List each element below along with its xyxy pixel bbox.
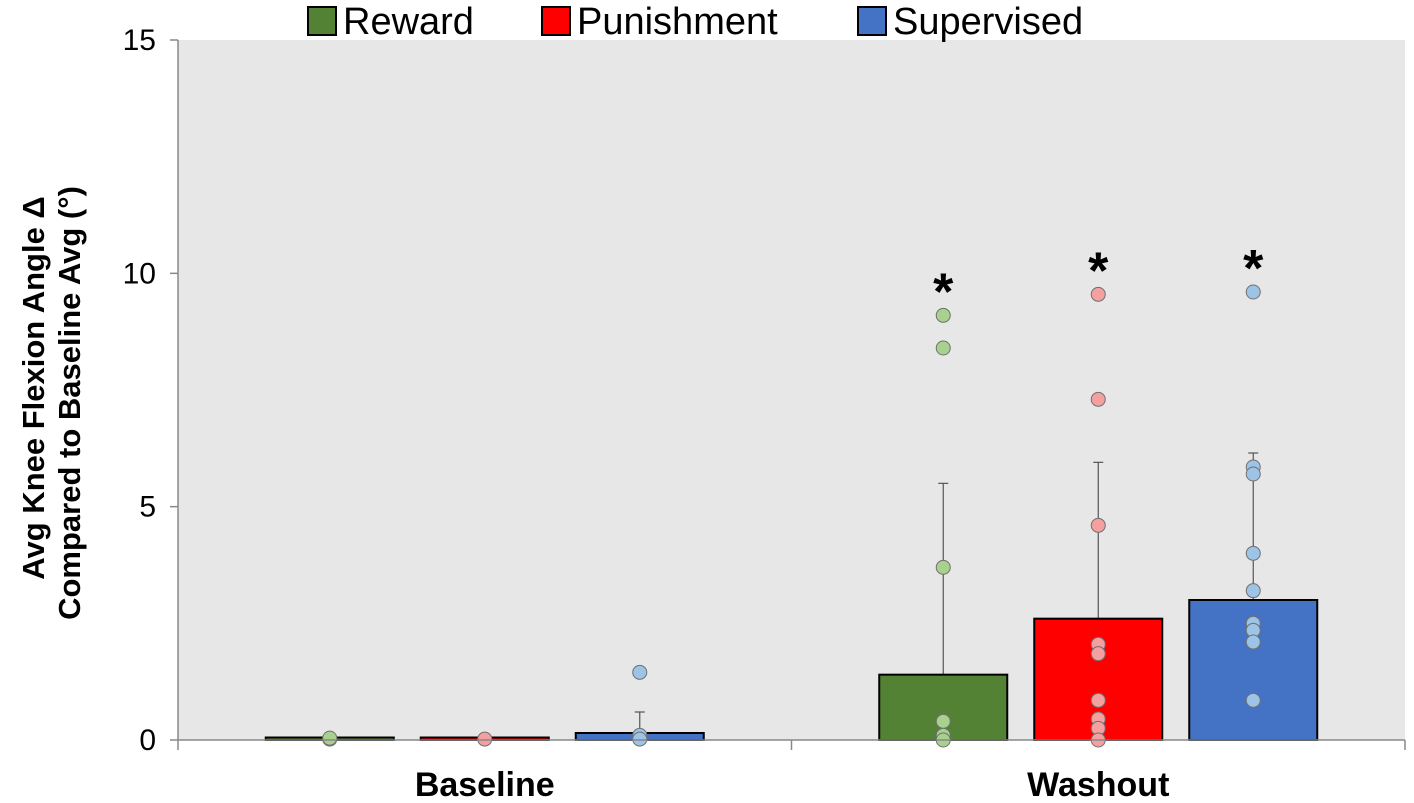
data-point: [632, 664, 648, 680]
legend-swatch: [857, 6, 887, 36]
data-point: [1245, 583, 1261, 599]
y-axis-title-line-2: Compared to Baseline Avg (°): [52, 186, 87, 620]
data-point: [935, 340, 951, 356]
data-point: [1245, 692, 1261, 708]
x-category-label: Baseline: [415, 766, 555, 803]
y-tick-label: 0: [139, 724, 156, 757]
data-point: [477, 731, 493, 747]
data-point: [935, 559, 951, 575]
legend-swatch: [541, 6, 571, 36]
data-point: [1245, 284, 1261, 300]
data-point: [1245, 545, 1261, 561]
legend-swatch: [307, 6, 337, 36]
significance-marker: *: [1243, 240, 1264, 298]
y-tick-label: 15: [123, 24, 156, 57]
data-point: [1245, 466, 1261, 482]
data-point: [322, 730, 338, 746]
data-point: [1245, 634, 1261, 650]
data-point: [1090, 692, 1106, 708]
legend-label: Reward: [343, 1, 474, 43]
legend-label: Punishment: [577, 1, 778, 43]
data-point: [632, 731, 648, 747]
data-point: [935, 307, 951, 323]
y-tick-label: 5: [139, 491, 156, 524]
data-point: [1090, 646, 1106, 662]
legend: Reward Punishment Supervised: [307, 1, 1083, 43]
data-point: [935, 713, 951, 729]
axes-layer: 0 5 10 15 Baseline Washout: [123, 24, 1406, 803]
data-point: [1090, 286, 1106, 302]
y-axis-title-line-1: Avg Knee Flexion Angle Δ: [16, 196, 51, 579]
legend-label: Supervised: [893, 1, 1083, 43]
y-tick-label: 10: [123, 257, 156, 290]
significance-marker: *: [1088, 242, 1109, 300]
significance-marker: *: [933, 263, 954, 321]
data-point: [1090, 517, 1106, 533]
data-point: [1090, 391, 1106, 407]
points-layer: * * *: [322, 240, 1264, 748]
x-category-label: Washout: [1027, 766, 1169, 803]
